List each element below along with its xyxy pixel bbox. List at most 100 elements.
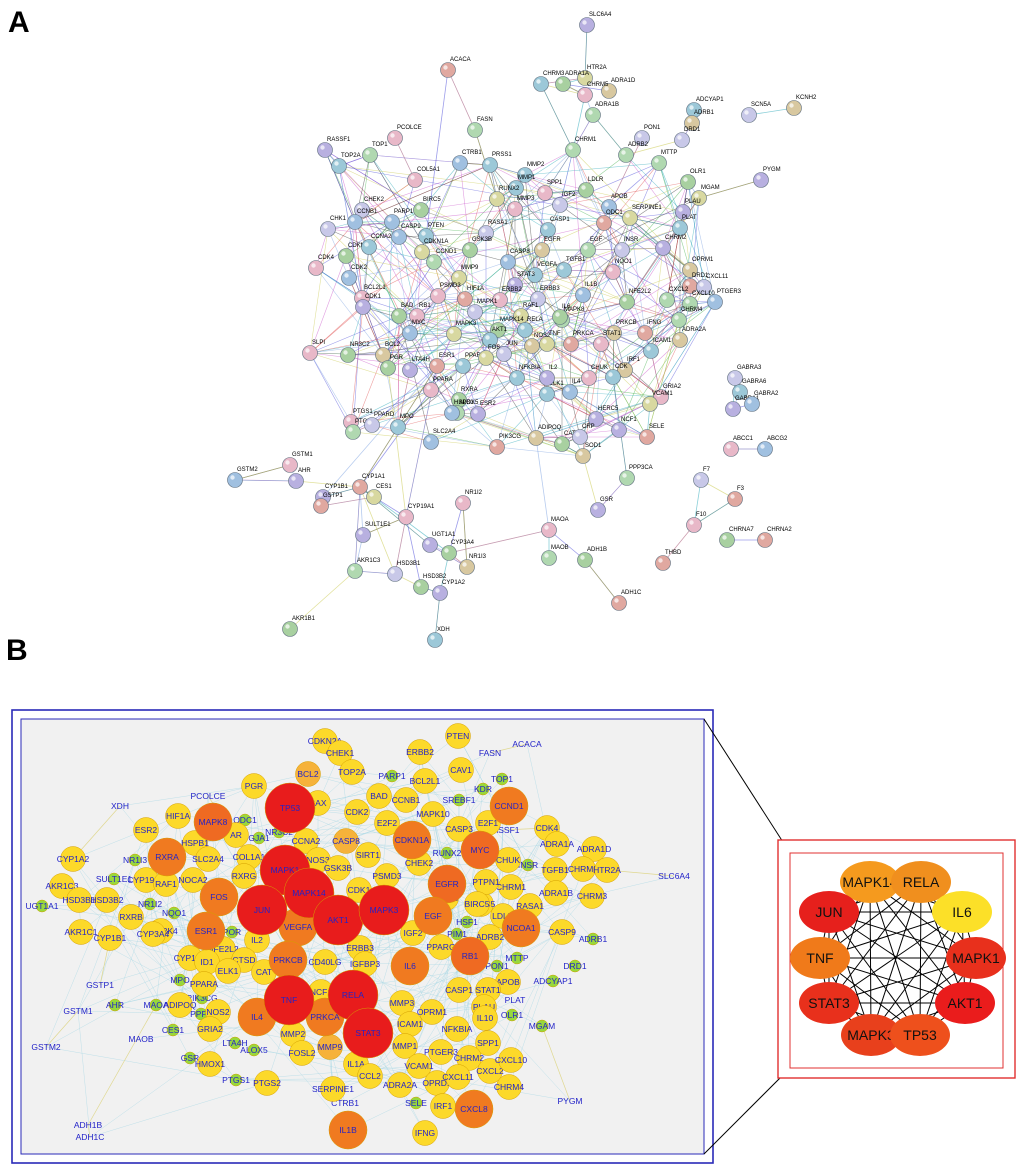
panel-a-edge: [397, 412, 453, 428]
panel-b-node-cyp1b1-circle: [97, 925, 123, 951]
panel-a-node-ldlr: LDLR: [578, 177, 604, 198]
panel-a-node-olr1-label: OLR1: [690, 169, 706, 175]
panel-a-node-mapk8-label: MAPK8: [564, 307, 585, 313]
panel-b-node-hsd3b2: HSD3B2: [90, 887, 124, 913]
panel-b-node-mmp1-label: MMP1: [393, 1041, 418, 1051]
panel-a-edge: [458, 277, 539, 300]
panel-a-edge: [387, 367, 407, 518]
panel-a-node-hspb1: HSPB1: [444, 400, 474, 421]
panel-a-node-cdkn2a-label: CDKN2A: [348, 243, 372, 249]
panel-b-node-birc5-circle: [464, 891, 490, 917]
panel-b-node-noca2-label: NOCA2: [178, 875, 208, 885]
panel-a-node-ncf1-circle: [611, 422, 627, 438]
panel-a-node-hsd3b2-circle: [413, 579, 429, 595]
panel-a-node-icam1-label: ICAM1: [653, 338, 672, 344]
panel-b-node-chrm3: CHRM3: [577, 883, 607, 909]
panel-b-node-hif1a: HIF1A: [165, 803, 191, 829]
panel-a-node-mgam-highlight: [694, 193, 699, 198]
panel-a-node-chrna7-highlight: [722, 535, 727, 540]
panel-a-edge: [559, 301, 628, 318]
panel-c-node-tp53-label: TP53: [903, 1027, 937, 1043]
panel-b-node-fasn-label: FASN: [479, 748, 501, 758]
panel-a-edge: [315, 221, 356, 269]
panel-b-node-hsf1-circle: [460, 915, 474, 929]
panel-b-node-jun-label: JUN: [254, 905, 271, 915]
panel-a-node-pgr-highlight: [383, 363, 388, 368]
panel-a-node-adra2a-highlight: [675, 335, 680, 340]
panel-a-edge: [595, 339, 681, 420]
panel-a-node-ppara-highlight: [426, 385, 431, 390]
panel-a-node-pon1-highlight: [637, 133, 642, 138]
panel-a-node-rasa1-label: RASA1: [488, 220, 508, 226]
panel-a-edge: [534, 192, 546, 276]
panel-a-node-cdk-highlight: [608, 372, 613, 377]
panel-a-edge: [662, 181, 689, 249]
panel-b-node-egf: EGF: [413, 896, 453, 936]
panel-c-node-tp53: TP53: [890, 1014, 950, 1056]
panel-a-node-adra1d-highlight: [604, 86, 609, 91]
panel-b-edge: [99, 859, 136, 986]
panel-b-node-raf1-label: RAF1: [155, 879, 177, 889]
panel-a-node-hsd3b2-highlight: [416, 582, 421, 587]
panel-a-node-adcyap1-highlight: [689, 105, 694, 110]
panel-b-edge: [458, 989, 491, 1072]
panel-a-node-icam1-highlight: [646, 346, 651, 351]
panel-a-edge: [362, 306, 460, 401]
panel-b-node-casp8-circle: [333, 828, 359, 854]
panel-b-node-ifng-label: IFNG: [415, 1128, 435, 1138]
panel-a-node-cxcl11-highlight: [699, 282, 704, 287]
panel-a-node-gstm1: GSTM1: [282, 452, 313, 473]
panel-b-node-nqo1-label: NQO1: [162, 908, 186, 918]
panel-b-node-esr1-circle: [186, 911, 226, 951]
panel-c-node-akt1-ellipse: [935, 982, 995, 1024]
panel-b-node-icam1: ICAM1: [397, 1011, 423, 1037]
panel-a-edge: [409, 333, 455, 371]
panel-a-node-akr1b1: AKR1B1: [282, 616, 316, 637]
panel-a-edge: [662, 247, 691, 305]
panel-a-node-mapk14-highlight: [493, 325, 498, 330]
panel-a-node-xdh: XDH: [427, 627, 450, 648]
panel-a-edge: [361, 209, 418, 317]
panel-a-node-nqo1: NQO1: [605, 259, 633, 280]
panel-b-node-runx2-circle: [440, 846, 454, 860]
panel-a-node-serpine1-circle: [622, 210, 638, 226]
panel-b-node-ptpn1-circle: [473, 869, 499, 895]
panel-a-edge: [569, 343, 572, 393]
panel-a-edge: [544, 149, 574, 194]
panel-a-node-oprm1: OPRM1: [682, 257, 714, 278]
panel-a-edge: [459, 162, 471, 251]
panel-a-node-chrna2-circle: [757, 532, 773, 548]
panel-a-node-igf2: IGF2: [552, 192, 576, 213]
panel-b-node-pon1: PON1: [485, 959, 509, 973]
panel-a-node-rasa1: RASA1: [478, 220, 508, 241]
panel-a-node-chrm1-highlight: [568, 145, 573, 150]
panel-b-node-adra1b: ADRA1B: [539, 880, 573, 906]
panel-b-node-rb1-label: RB1: [462, 951, 479, 961]
panel-b-edge: [483, 1006, 571, 1102]
panel-a-node-cdk4: CDK4: [308, 255, 335, 276]
panel-b-node-top2a-circle: [339, 759, 365, 785]
panel-a-node-nos2: NOS2: [524, 333, 551, 354]
panel-b-node-pim1-label: PIM1: [447, 929, 467, 939]
panel-a-node-gabra2: GABRA2: [744, 391, 779, 412]
panel-a-node-spp1-highlight: [540, 188, 545, 193]
panel-c-node-il6: IL6: [932, 891, 992, 933]
panel-b-node-cyp19a1-label: CYP19A1: [127, 875, 165, 885]
panel-a-edge: [420, 198, 498, 211]
panel-a-node-il1b-circle: [575, 287, 591, 303]
panel-b-node-hif1a-circle: [165, 803, 191, 829]
panel-a-edge: [496, 393, 548, 448]
panel-b-node-cxcl11-label: CXCL11: [442, 1072, 474, 1082]
panel-b-node-cav1: CAV1: [448, 757, 474, 783]
panel-b-edge: [200, 932, 414, 1015]
panel-a-node-vegfa: VEGFA: [527, 262, 557, 283]
panel-b-node-adh1b: ADH1B: [74, 1120, 103, 1130]
panel-a-node-adra2a: ADRA2A: [672, 327, 706, 348]
panel-b-node-adra2a-circle: [387, 1072, 413, 1098]
panel-a-node-cxcl10: CXCL10: [682, 291, 715, 312]
panel-a-edge: [612, 181, 689, 273]
panel-b-node-fosl2: FOSL2: [289, 1040, 316, 1066]
panel-b-node-e2f2-circle: [374, 810, 400, 836]
panel-b-node-mmp1-circle: [392, 1033, 418, 1059]
panel-a-node-chrm4: CHRM4: [671, 307, 703, 328]
